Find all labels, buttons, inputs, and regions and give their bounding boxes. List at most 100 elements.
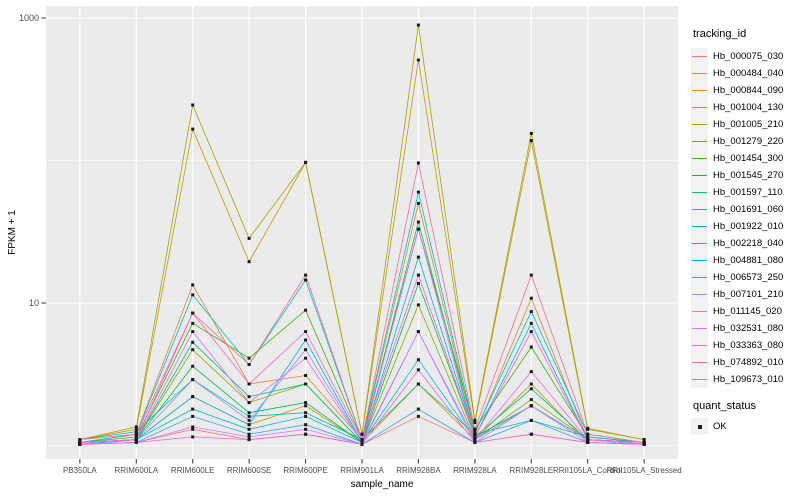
data-point [360, 438, 364, 442]
data-point [191, 364, 195, 368]
data-point [416, 358, 420, 362]
data-point [529, 273, 533, 277]
legend-item-label: Hb_000484_040 [713, 68, 784, 79]
data-point [247, 418, 251, 422]
data-point [642, 441, 646, 444]
legend-item-label: Hb_001004_130 [713, 102, 784, 113]
legend-key-swatch [691, 371, 708, 388]
data-point [529, 296, 533, 300]
data-point [416, 161, 420, 165]
data-point [134, 427, 138, 431]
data-point [304, 273, 308, 277]
data-point [529, 398, 533, 402]
data-point [304, 432, 308, 436]
data-point [529, 404, 533, 408]
legend-item-Hb_001004_130: Hb_001004_130 [691, 99, 799, 116]
legend-item-Hb_001005_210: Hb_001005_210 [691, 116, 799, 133]
legend: tracking_id Hb_000075_030 Hb_000484_040 Hb… [691, 28, 799, 435]
x-tick-label: RRIM928LE [509, 466, 553, 475]
data-point [529, 432, 533, 436]
data-point [529, 310, 533, 314]
legend-item-Hb_001691_060: Hb_001691_060 [691, 201, 799, 218]
data-point [304, 330, 308, 334]
legend-item-label: Hb_001922_010 [713, 221, 784, 232]
legend-item-Hb_001279_220: Hb_001279_220 [691, 133, 799, 150]
data-point [642, 442, 646, 446]
legend-key-swatch [691, 116, 708, 133]
legend-key-swatch [691, 337, 708, 354]
legend-item-label: Hb_007101_210 [713, 289, 784, 300]
legend-tracking-items: Hb_000075_030 Hb_000484_040 Hb_000844_090 H… [691, 48, 799, 388]
legend-item-label: Hb_001454_300 [713, 153, 784, 164]
data-point [529, 139, 533, 143]
x-tick-label: RRII105LA_Stressed [607, 466, 682, 475]
data-point [304, 427, 308, 431]
legend-key-swatch [691, 99, 708, 116]
data-point [247, 356, 251, 360]
data-point [247, 395, 251, 399]
legend-key-swatch [691, 201, 708, 218]
legend-line-icon [692, 327, 707, 330]
data-point [247, 411, 251, 415]
legend-item-quant-ok: OK [691, 418, 799, 435]
legend-item-label: Hb_001597_110 [713, 187, 783, 198]
legend-item-Hb_004881_080: Hb_004881_080 [691, 252, 799, 269]
legend-item-label: OK [713, 421, 727, 432]
legend-line-icon [692, 106, 707, 109]
data-point [247, 401, 251, 405]
legend-key-swatch [691, 65, 708, 82]
data-point [191, 348, 195, 352]
x-tick-label: RRIM600LA [114, 466, 158, 475]
data-point [473, 435, 477, 439]
data-point [416, 23, 420, 27]
data-point [529, 321, 533, 325]
legend-line-icon [692, 208, 707, 211]
legend-item-Hb_109673_010: Hb_109673_010 [691, 371, 799, 388]
data-point [360, 442, 364, 446]
legend-line-icon [692, 344, 707, 347]
data-point [191, 103, 195, 107]
x-tick-label: PB350LA [63, 466, 97, 475]
data-point [416, 282, 420, 285]
data-point [304, 348, 308, 352]
legend-line-icon [692, 242, 707, 245]
x-tick-label: RRIM600LE [171, 466, 215, 475]
x-tick-label: RRIM928LA [453, 466, 497, 475]
data-point [247, 432, 251, 436]
legend-key-swatch [691, 218, 708, 235]
legend-title-quant-status: quant_status [693, 400, 756, 412]
data-point [529, 370, 533, 374]
legend-item-label: Hb_002218_040 [713, 238, 784, 249]
data-point [586, 441, 590, 444]
data-point [304, 308, 308, 312]
data-point [586, 426, 590, 430]
legend-line-icon [692, 191, 707, 194]
legend-key-swatch [691, 320, 708, 337]
data-point [78, 438, 82, 442]
x-axis-title: sample_name [351, 479, 414, 490]
legend-item-label: Hb_109673_010 [713, 374, 784, 385]
legend-item-Hb_074892_010: Hb_074892_010 [691, 354, 799, 371]
legend-key-swatch [691, 269, 708, 286]
data-point [416, 255, 420, 259]
legend-line-icon [692, 89, 707, 92]
legend-key-swatch [691, 150, 708, 167]
data-point [473, 441, 477, 444]
legend-item-Hb_000844_090: Hb_000844_090 [691, 82, 799, 99]
data-point [416, 190, 420, 194]
data-point [473, 430, 477, 434]
data-point [416, 382, 420, 386]
legend-key-swatch [691, 252, 708, 269]
data-point [191, 321, 195, 325]
legend-key-swatch [691, 167, 708, 184]
legend-item-label: Hb_000075_030 [713, 51, 784, 62]
data-point [529, 418, 533, 422]
data-point [473, 418, 477, 422]
data-point [529, 382, 533, 386]
data-point [416, 201, 420, 205]
legend-line-icon [692, 259, 707, 262]
data-point [247, 382, 251, 386]
legend-key-swatch [691, 48, 708, 65]
legend-item-Hb_006573_250: Hb_006573_250 [691, 269, 799, 286]
